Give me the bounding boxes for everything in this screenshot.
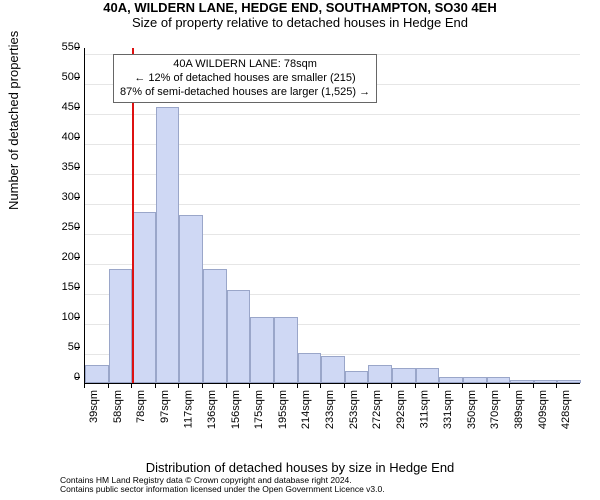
x-tick-mark [509,384,510,388]
histogram-bar [227,290,251,383]
y-tick-label: 400 [40,131,80,143]
histogram-bar [132,212,156,383]
y-tick-label: 0 [40,371,80,383]
annotation-line2: ← 12% of detached houses are smaller (21… [120,72,370,86]
x-tick-label: 272sqm [371,390,383,429]
attribution: Contains HM Land Registry data © Crown c… [60,476,590,495]
x-tick-mark [438,384,439,388]
x-tick-label: 428sqm [560,390,572,429]
y-tick-label: 100 [40,311,80,323]
x-tick-label: 58sqm [112,390,124,423]
histogram-bar [463,377,487,383]
x-tick-mark [533,384,534,388]
plot-region: 40A WILDERN LANE: 78sqm ← 12% of detache… [84,48,580,384]
x-tick-label: 350sqm [466,390,478,429]
x-tick-label: 214sqm [301,390,313,429]
x-tick-label: 389sqm [513,390,525,429]
x-tick-mark [178,384,179,388]
y-tick-label: 350 [40,161,80,173]
histogram-bar [487,377,511,383]
attribution-line2: Contains public sector information licen… [60,485,590,494]
x-tick-mark [556,384,557,388]
x-tick-mark [155,384,156,388]
x-tick-label: 136sqm [206,390,218,429]
chart-title: 40A, WILDERN LANE, HEDGE END, SOUTHAMPTO… [0,0,600,15]
histogram-bar [156,107,180,383]
x-tick-mark [391,384,392,388]
annotation-line3: 87% of semi-detached houses are larger (… [120,86,370,100]
histogram-bar [510,380,534,383]
x-tick-mark [297,384,298,388]
annotation-line1: 40A WILDERN LANE: 78sqm [120,58,370,72]
y-axis-label: Number of detached properties [6,31,21,210]
x-tick-label: 370sqm [490,390,502,429]
x-tick-label: 409sqm [537,390,549,429]
x-tick-mark [344,384,345,388]
x-tick-mark [249,384,250,388]
histogram-bar [250,317,274,383]
x-tick-label: 78sqm [135,390,147,423]
histogram-bar [274,317,298,383]
x-tick-label: 233sqm [324,390,336,429]
histogram-bar [179,215,203,383]
x-tick-mark [202,384,203,388]
x-tick-label: 292sqm [395,390,407,429]
x-tick-label: 117sqm [182,390,194,428]
x-tick-label: 253sqm [348,390,360,429]
x-tick-mark [131,384,132,388]
x-tick-label: 195sqm [277,390,289,429]
histogram-bar [392,368,416,383]
y-tick-label: 500 [40,71,80,83]
x-tick-label: 175sqm [253,390,265,429]
y-tick-label: 50 [40,341,80,353]
x-tick-label: 311sqm [419,390,431,428]
y-tick-label: 450 [40,101,80,113]
x-tick-mark [320,384,321,388]
histogram-bar [85,365,109,383]
x-tick-mark [415,384,416,388]
histogram-bar [416,368,440,383]
chart-area: 050100150200250300350400450500550 40A WI… [60,48,580,408]
x-tick-mark [108,384,109,388]
x-tick-mark [84,384,85,388]
y-tick-label: 300 [40,191,80,203]
x-tick-mark [273,384,274,388]
x-tick-mark [462,384,463,388]
x-tick-mark [367,384,368,388]
y-tick-label: 550 [40,41,80,53]
x-tick-label: 97sqm [159,390,171,423]
histogram-bar [368,365,392,383]
x-tick-mark [226,384,227,388]
histogram-bar [109,269,133,383]
y-tick-label: 250 [40,221,80,233]
y-tick-label: 200 [40,251,80,263]
histogram-bar [439,377,463,383]
annotation-box: 40A WILDERN LANE: 78sqm ← 12% of detache… [113,54,377,103]
x-tick-label: 156sqm [230,390,242,429]
x-tick-label: 39sqm [88,390,100,423]
y-tick-label: 150 [40,281,80,293]
x-tick-label: 331sqm [442,390,454,429]
histogram-bar [345,371,369,383]
x-axis-label: Distribution of detached houses by size … [0,460,600,475]
histogram-bar [534,380,558,383]
histogram-bar [557,380,581,383]
chart-subtitle: Size of property relative to detached ho… [0,15,600,30]
histogram-bar [298,353,322,383]
histogram-bar [321,356,345,383]
histogram-bar [203,269,227,383]
x-tick-mark [486,384,487,388]
